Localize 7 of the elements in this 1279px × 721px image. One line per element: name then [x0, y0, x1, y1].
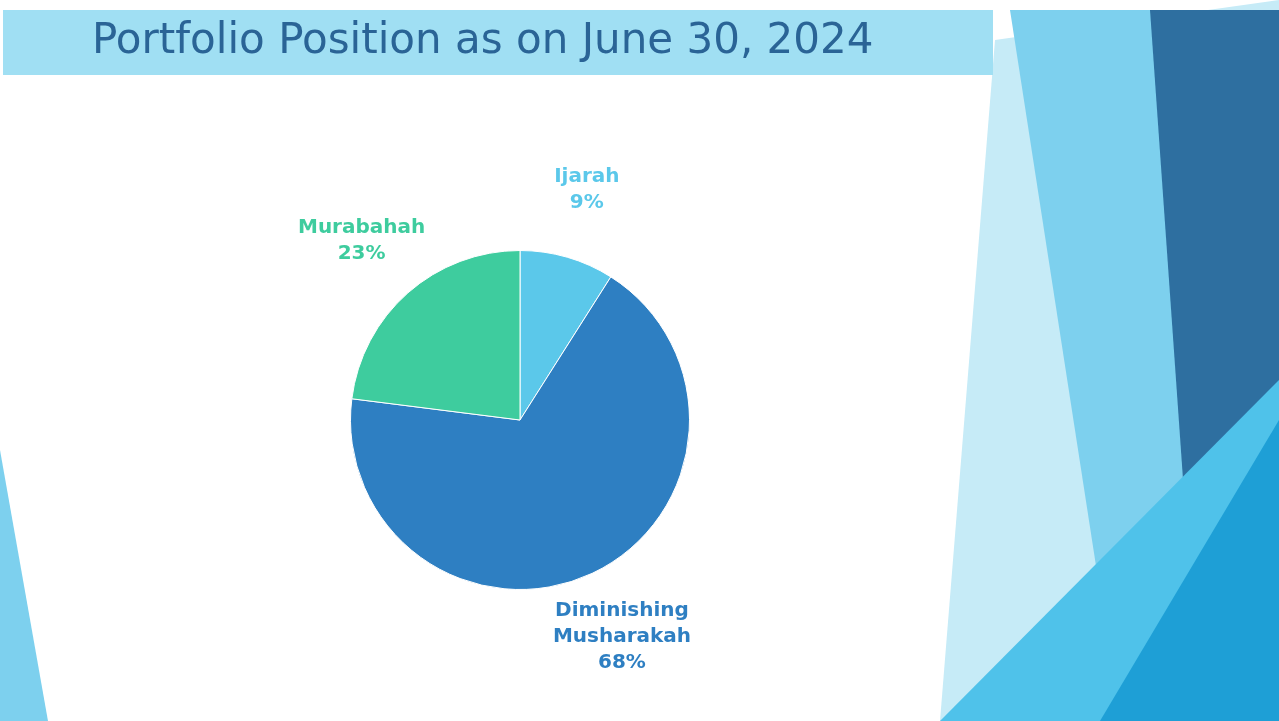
- data-label: 9%: [569, 189, 604, 214]
- slice-label: Murabahah: [297, 213, 426, 238]
- chart-title: Portfolio Position as on June 30, 2024: [92, 14, 874, 63]
- slice-label: Diminishing Musharakah: [552, 596, 692, 647]
- slice-label: Ijarah: [554, 163, 620, 188]
- data-label: 68%: [598, 648, 646, 673]
- data-label: 23%: [337, 239, 386, 264]
